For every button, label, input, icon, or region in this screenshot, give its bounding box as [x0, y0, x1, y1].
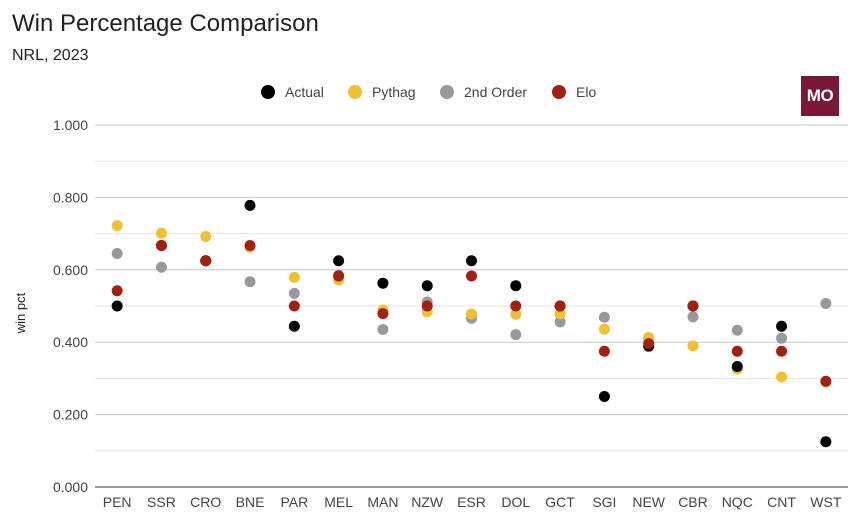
legend-swatch — [552, 85, 566, 99]
x-tick-label: SSR — [147, 494, 176, 510]
y-tick-label: 0.800 — [53, 189, 88, 205]
point-2nd-order-dol — [510, 329, 522, 341]
point-pythag-pen — [111, 220, 123, 232]
point-elo-nzw — [421, 300, 433, 312]
point-2nd-order-pen — [111, 248, 123, 260]
point-elo-mel — [333, 270, 345, 282]
point-actual-mel — [333, 255, 345, 267]
x-tick-label: WST — [810, 494, 842, 510]
point-actual-pen — [111, 300, 123, 312]
point-pythag-cnt — [776, 371, 788, 383]
x-tick-label: DOL — [501, 494, 530, 510]
x-tick-label: GCT — [545, 494, 575, 510]
point-pythag-gct — [554, 308, 566, 320]
legend-item[interactable]: 2nd Order — [440, 84, 527, 100]
data-points — [111, 199, 832, 448]
legend-swatch — [261, 85, 275, 99]
point-pythag-cbr — [687, 340, 699, 352]
legend-label: Elo — [576, 84, 596, 100]
point-elo-sgi — [598, 345, 610, 357]
chart-title: Win Percentage Comparison — [12, 10, 319, 37]
point-pythag-sgi — [598, 323, 610, 335]
point-elo-cro — [200, 255, 212, 267]
point-elo-pen — [111, 285, 123, 297]
brand-logo: MO — [801, 76, 839, 116]
legend-swatch — [348, 85, 362, 99]
point-elo-new — [643, 338, 655, 350]
chart-subtitle: NRL, 2023 — [12, 47, 89, 64]
point-2nd-order-bne — [244, 276, 256, 288]
point-2nd-order-ssr — [155, 261, 167, 273]
legend-swatch — [440, 85, 454, 99]
x-tick-label: PAR — [280, 494, 308, 510]
point-2nd-order-par — [288, 287, 300, 299]
point-pythag-ssr — [155, 227, 167, 239]
point-2nd-order-nqc — [731, 324, 743, 336]
point-actual-bne — [244, 199, 256, 211]
point-actual-sgi — [598, 391, 610, 402]
point-2nd-order-gct — [554, 316, 566, 328]
point-actual-dol — [510, 280, 522, 292]
legend-item[interactable]: Elo — [552, 84, 596, 100]
legend-item[interactable]: Pythag — [348, 84, 416, 100]
point-pythag-dol — [510, 308, 522, 320]
x-tick-label: MAN — [367, 494, 398, 510]
point-2nd-order-cnt — [776, 332, 788, 344]
point-2nd-order-man — [377, 324, 389, 336]
point-elo-cnt — [776, 345, 788, 357]
point-actual-nzw — [421, 280, 433, 292]
x-tick-label: MEL — [324, 494, 353, 510]
y-tick-label: 1.000 — [53, 117, 88, 133]
legend-label: Actual — [285, 84, 324, 100]
x-tick-label: CNT — [767, 494, 796, 510]
point-elo-bne — [244, 240, 256, 252]
point-actual-par — [288, 320, 300, 332]
x-tick-label: NEW — [632, 494, 665, 510]
y-tick-label: 0.000 — [53, 479, 88, 495]
point-elo-par — [288, 300, 300, 312]
point-pythag-cro — [200, 230, 212, 242]
y-tick-label: 0.200 — [53, 407, 88, 423]
legend-label: 2nd Order — [464, 84, 527, 100]
legend-item[interactable]: Actual — [261, 84, 324, 100]
x-tick-label: NQC — [722, 494, 753, 510]
point-elo-nqc — [731, 345, 743, 357]
y-tick-label: 0.600 — [53, 262, 88, 278]
x-tick-label: ESR — [457, 494, 486, 510]
x-axis-ticks: PEN SSR CRO BNE PAR MEL MAN NZW ESR DOL GCT SGI NEW C… — [103, 494, 842, 510]
point-elo-man — [377, 308, 389, 320]
point-elo-cbr — [687, 300, 699, 312]
x-tick-label: SGI — [592, 494, 616, 510]
point-elo-dol — [510, 300, 522, 312]
legend-label: Pythag — [372, 84, 416, 100]
point-elo-wst — [820, 375, 832, 387]
x-tick-label: CRO — [190, 494, 221, 510]
point-actual-cnt — [776, 320, 788, 332]
x-tick-label: BNE — [236, 494, 265, 510]
legend[interactable]: Actual Pythag 2nd Order Elo — [261, 84, 596, 100]
x-tick-label: CBR — [678, 494, 708, 510]
point-2nd-order-wst — [820, 297, 832, 309]
point-elo-esr — [466, 270, 477, 282]
y-axis-ticks: 1.000 0.800 0.600 0.400 0.200 0.000 — [53, 117, 88, 495]
point-actual-man — [377, 277, 389, 289]
point-elo-ssr — [155, 240, 167, 252]
point-2nd-order-cbr — [687, 311, 699, 323]
point-pythag-esr — [466, 308, 477, 320]
point-pythag-par — [288, 271, 300, 283]
point-elo-gct — [554, 300, 566, 312]
point-actual-wst — [820, 436, 832, 448]
point-actual-esr — [466, 255, 477, 267]
x-tick-label: PEN — [103, 494, 132, 510]
point-actual-nqc — [731, 360, 743, 372]
point-2nd-order-sgi — [598, 311, 610, 323]
gridlines — [95, 124, 848, 488]
x-tick-label: NZW — [411, 494, 444, 510]
y-tick-label: 0.400 — [53, 334, 88, 350]
y-axis-label: win pct — [13, 292, 28, 334]
